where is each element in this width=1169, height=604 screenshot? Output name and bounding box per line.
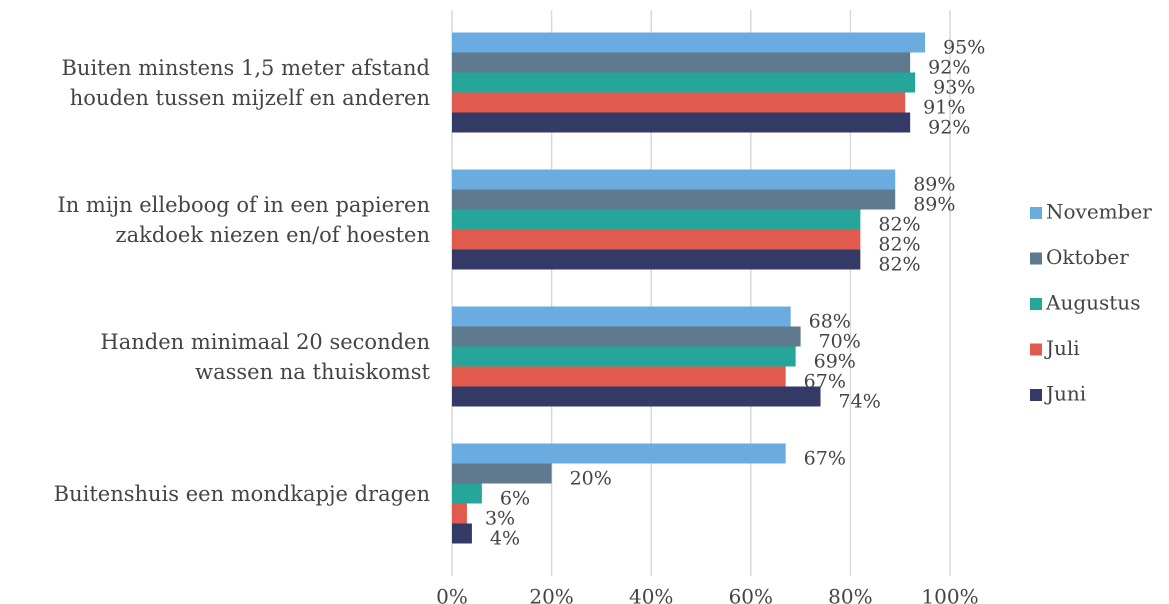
bar [452, 503, 467, 524]
x-tick-label: 40% [629, 585, 673, 604]
legend-swatch [1030, 207, 1042, 219]
bar [452, 366, 786, 387]
value-label: 70% [819, 331, 861, 353]
legend-label: Augustus [1045, 291, 1140, 315]
bar [452, 209, 861, 230]
x-tick-label: 60% [729, 585, 773, 604]
value-label: 89% [913, 174, 955, 196]
value-label: 6% [500, 488, 530, 510]
bar [452, 112, 911, 133]
category-label: In mijn elleboog of in een papieren zakd… [57, 192, 430, 247]
legend-label: Juli [1044, 336, 1080, 360]
value-label: 69% [814, 351, 856, 373]
bar [452, 386, 821, 407]
value-label: 74% [839, 391, 881, 413]
x-tick-label: 20% [529, 585, 573, 604]
bar [452, 189, 896, 210]
legend-label: Oktober [1046, 245, 1129, 269]
legend-swatch [1030, 252, 1042, 265]
value-label: 82% [878, 214, 920, 236]
value-label: 68% [809, 311, 851, 333]
value-label: 3% [485, 508, 515, 530]
value-label: 92% [928, 57, 970, 79]
bar [452, 306, 791, 327]
bar [452, 229, 861, 250]
bar [452, 346, 796, 367]
bar [452, 249, 861, 270]
legend-label: November [1046, 200, 1152, 224]
value-label: 82% [878, 254, 920, 276]
value-label: 92% [928, 117, 970, 139]
x-tick-label: 0% [436, 585, 468, 604]
value-label: 20% [570, 468, 612, 490]
bar [452, 92, 906, 113]
category-label: Buitenshuis een mondkapje dragen [53, 481, 430, 506]
value-label: 93% [933, 77, 975, 99]
value-label: 91% [923, 97, 965, 119]
category-label: Buiten minstens 1,5 meter afstand houden… [61, 55, 430, 110]
bar [452, 326, 801, 347]
value-label: 82% [878, 234, 920, 256]
bar [452, 72, 916, 93]
value-label: 67% [804, 448, 846, 470]
bar [452, 463, 552, 484]
category-label: Handen minimaal 20 seconden wassen na th… [100, 329, 430, 384]
value-label: 89% [913, 194, 955, 216]
legend-label: Juni [1044, 382, 1086, 406]
bar [452, 32, 926, 53]
legend-swatch [1030, 298, 1042, 310]
bar [452, 52, 911, 73]
bar [452, 523, 472, 544]
legend-swatch [1030, 343, 1042, 356]
value-label: 4% [490, 528, 520, 550]
bar [452, 443, 786, 464]
x-tick-label: 80% [828, 585, 872, 604]
legend-swatch [1030, 389, 1042, 401]
bar [452, 169, 896, 190]
x-tick-label: 100% [921, 585, 978, 604]
bar [452, 483, 482, 504]
value-label: 95% [943, 37, 985, 59]
